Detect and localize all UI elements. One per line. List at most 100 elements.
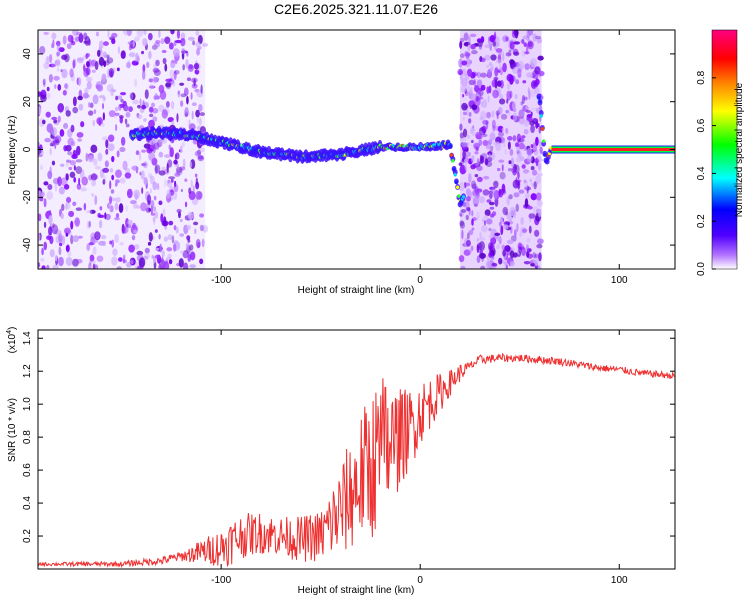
noise-blob	[502, 206, 509, 216]
noise-blob	[111, 174, 115, 181]
noise-blob	[186, 77, 192, 82]
noise-blob	[95, 31, 100, 37]
noise-blob	[523, 96, 528, 101]
noise-blob	[174, 57, 178, 65]
noise-blob	[512, 101, 516, 111]
signal-core	[537, 96, 541, 100]
noise-blob	[41, 247, 44, 256]
noise-blob	[59, 104, 63, 114]
noise-blob	[197, 155, 205, 162]
noise-blob	[70, 141, 76, 147]
noise-blob	[131, 234, 136, 241]
noise-blob	[73, 220, 81, 224]
noise-blob	[521, 49, 526, 57]
noise-blob	[76, 132, 84, 138]
noise-blob	[109, 205, 114, 213]
noise-blob	[90, 144, 98, 153]
noise-blob	[482, 189, 490, 196]
noise-blob	[163, 260, 170, 269]
noise-blob	[65, 196, 72, 204]
noise-blob	[148, 78, 154, 83]
noise-blob	[470, 93, 477, 101]
noise-blob	[93, 109, 97, 114]
noise-blob	[500, 225, 504, 236]
noise-blob	[39, 191, 45, 198]
noise-blob	[184, 107, 189, 115]
noise-blob	[105, 148, 109, 155]
noise-blob	[473, 142, 481, 149]
noise-blob	[519, 232, 523, 237]
noise-blob	[52, 39, 55, 48]
noise-blob	[38, 106, 42, 116]
noise-blob	[89, 102, 94, 109]
noise-blob	[518, 189, 525, 194]
noise-blob	[70, 73, 75, 82]
noise-blob	[502, 62, 507, 73]
noise-blob	[478, 237, 486, 241]
noise-blob	[72, 258, 79, 267]
noise-blob	[458, 181, 465, 192]
noise-blob	[124, 172, 132, 179]
noise-blob	[174, 172, 181, 177]
noise-blob	[190, 179, 193, 188]
noise-blob	[106, 55, 110, 64]
noise-blob	[88, 242, 94, 246]
noise-blob	[488, 242, 494, 250]
noise-blob	[199, 224, 204, 232]
noise-blob	[498, 98, 506, 105]
noise-blob	[160, 256, 164, 265]
noise-blob	[523, 128, 529, 135]
noise-blob	[41, 265, 46, 269]
noise-blob	[128, 106, 133, 113]
x-tick-label: 100	[611, 275, 628, 286]
noise-blob	[199, 213, 205, 218]
noise-blob	[170, 30, 175, 35]
noise-blob	[459, 213, 463, 217]
noise-blob	[105, 139, 109, 149]
noise-blob	[195, 238, 201, 249]
noise-blob	[468, 229, 474, 236]
noise-blob	[143, 30, 147, 35]
x-tick-label: 100	[611, 575, 628, 586]
noise-blob	[147, 32, 153, 41]
noise-blob	[161, 109, 168, 119]
noise-blob	[78, 33, 84, 43]
noise-blob	[102, 167, 110, 173]
noise-blob	[111, 155, 115, 163]
noise-blob	[60, 177, 68, 187]
noise-blob	[507, 168, 513, 172]
noise-blob	[468, 207, 471, 216]
noise-blob	[75, 166, 83, 175]
noise-blob	[72, 59, 76, 69]
noise-blob	[92, 246, 97, 255]
noise-blob	[180, 100, 184, 107]
noise-blob	[90, 59, 97, 67]
noise-blob	[197, 241, 201, 249]
noise-blob	[509, 90, 513, 99]
noise-blob	[108, 110, 116, 118]
noise-blob	[465, 57, 471, 68]
noise-blob	[145, 207, 151, 213]
colorbar-tick-label: 0.8	[696, 70, 707, 84]
noise-blob	[502, 249, 506, 257]
noise-blob	[41, 119, 46, 125]
noise-blob	[459, 220, 465, 227]
noise-blob	[139, 98, 142, 106]
noise-blob	[168, 42, 174, 50]
noise-blob	[42, 78, 46, 86]
spectrogram-panel: -100 0 100 -40 -20 0 20 40 Height of straight l…	[7, 29, 676, 296]
noise-blob	[138, 257, 146, 268]
noise-blob	[527, 205, 533, 210]
chart-title: C2E6.2025.321.11.07.E26	[274, 1, 438, 17]
noise-blob	[135, 166, 139, 174]
noise-blob	[474, 174, 479, 178]
noise-blob	[55, 58, 61, 67]
noise-blob	[199, 112, 206, 117]
noise-blob	[46, 123, 54, 133]
noise-blob	[202, 224, 209, 233]
noise-blob	[504, 149, 507, 155]
noise-blob	[496, 80, 502, 87]
noise-blob	[147, 241, 152, 246]
noise-blob	[480, 155, 485, 164]
noise-blob	[173, 70, 177, 80]
